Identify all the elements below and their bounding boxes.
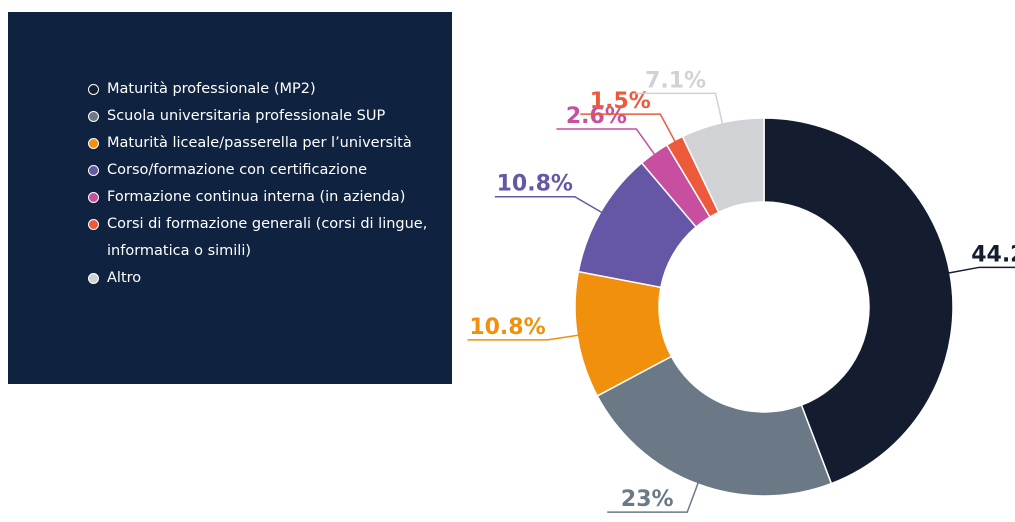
legend-marker [88, 138, 99, 149]
legend-item: Maturità liceale/passerella per l’univer… [88, 130, 438, 157]
donut-segment [763, 117, 954, 485]
legend-item: Altro [88, 265, 438, 292]
legend-item: Maturità professionale (MP2) [88, 76, 438, 103]
legend-marker [88, 219, 99, 230]
legend: Maturità professionale (MP2) Scuola unive… [8, 12, 452, 384]
legend-item: Corso/formazione con certificazione [88, 157, 438, 184]
data-label: 10.8% [497, 172, 573, 197]
legend-marker [88, 273, 99, 284]
legend-label: Corso/formazione con certificazione [107, 162, 368, 178]
donut-segment [596, 355, 833, 497]
legend-label: Corsi di formazione generali (corsi di l… [107, 216, 428, 259]
leader-line [580, 113, 679, 147]
data-label: 23% [621, 487, 674, 512]
legend-label: Formazione continua interna (in azienda) [107, 189, 406, 205]
data-label: 7.1% [645, 68, 706, 93]
legend-marker [88, 84, 99, 95]
legend-item: Formazione continua interna (in azienda) [88, 184, 438, 211]
legend-label: Altro [107, 270, 142, 286]
data-label: 10.8% [469, 315, 545, 340]
donut-segment [681, 117, 765, 214]
leader-line [635, 92, 725, 129]
legend-marker [88, 111, 99, 122]
legend-label: Maturità professionale (MP2) [107, 81, 316, 97]
legend-label: Maturità liceale/passerella per l’univer… [107, 135, 412, 151]
legend-marker [88, 165, 99, 176]
data-label: 2.6% [566, 104, 627, 129]
leader-line [943, 266, 1015, 275]
legend-item: Corsi di formazione generali (corsi di l… [88, 211, 438, 265]
data-label: 44.2% [971, 242, 1015, 267]
leader-line [607, 478, 701, 513]
legend-marker [88, 192, 99, 203]
legend-label: Scuola universitaria professionale SUP [107, 108, 386, 124]
legend-item: Scuola universitaria professionale SUP [88, 103, 438, 130]
leader-line [556, 128, 658, 159]
leader-line [494, 195, 607, 216]
leader-line [467, 333, 584, 341]
